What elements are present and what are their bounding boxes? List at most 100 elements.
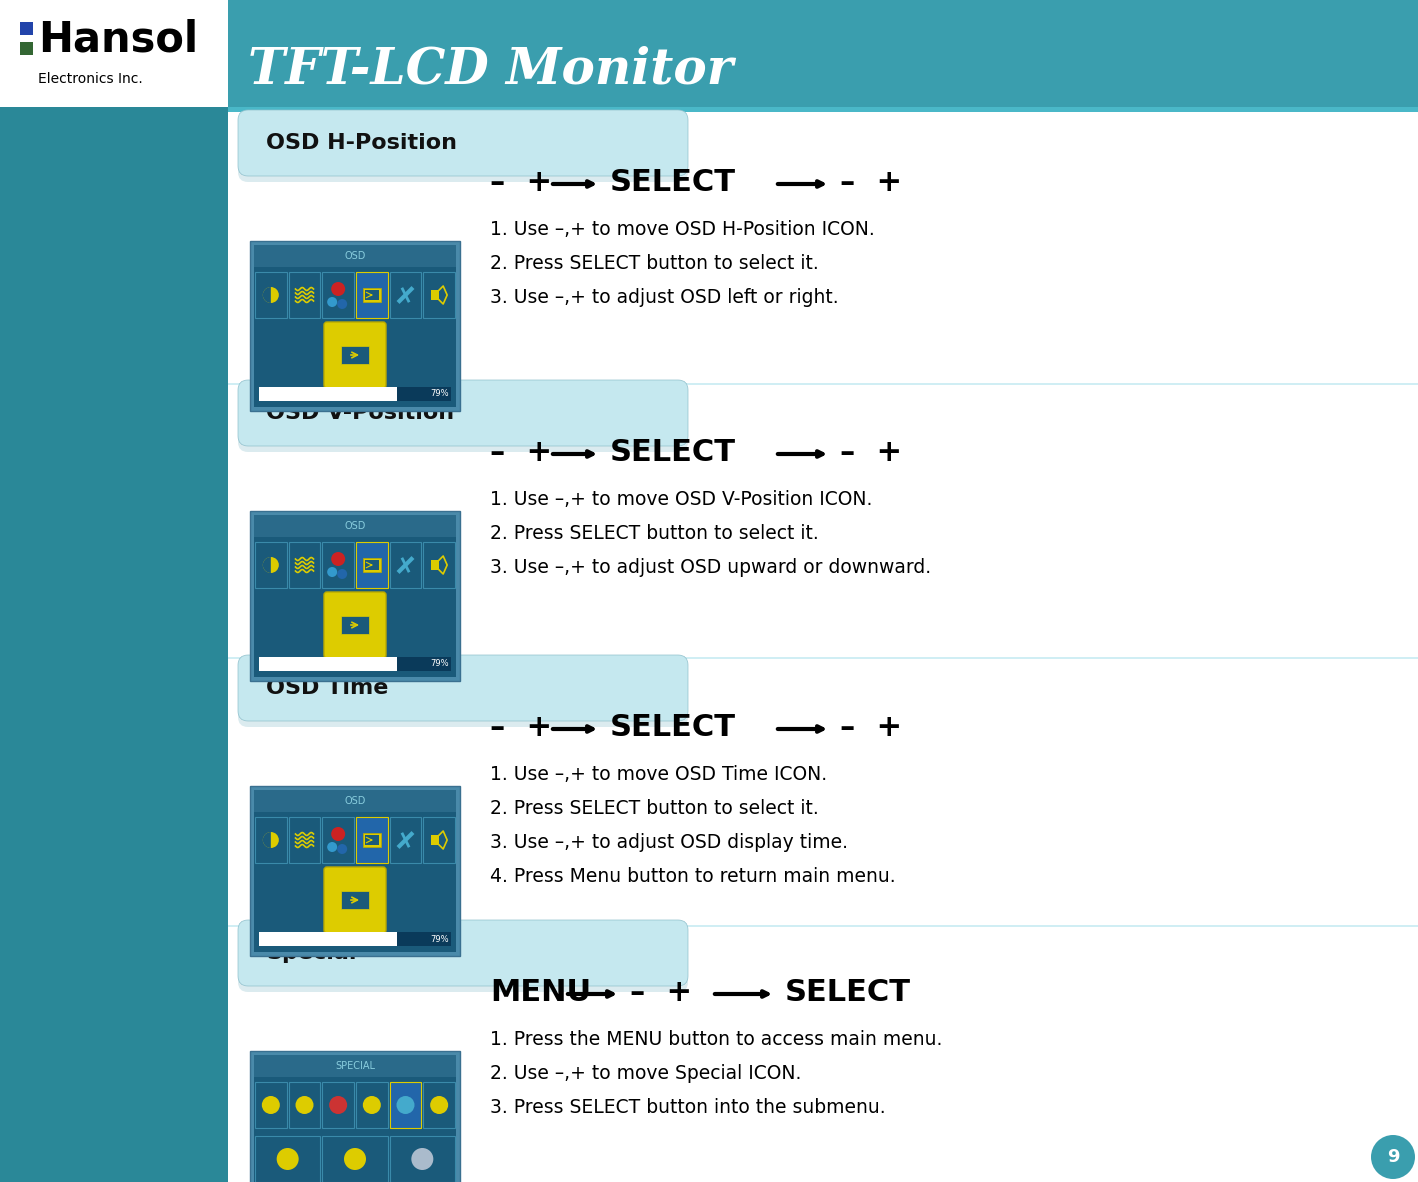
Bar (390, 543, 421, 587)
Bar (322, 817, 354, 863)
Bar (356, 1082, 387, 1128)
Bar (390, 272, 421, 318)
Text: OSD H-Position: OSD H-Position (267, 134, 457, 152)
FancyBboxPatch shape (238, 379, 688, 446)
FancyBboxPatch shape (323, 592, 386, 658)
Text: 2. Press SELECT button to select it.: 2. Press SELECT button to select it. (491, 799, 818, 818)
Text: 2. Press SELECT button to select it.: 2. Press SELECT button to select it. (491, 524, 818, 543)
Polygon shape (262, 557, 271, 573)
Bar (254, 515, 457, 677)
Text: SELECT: SELECT (610, 439, 736, 467)
Bar (356, 543, 387, 587)
Text: OSD: OSD (345, 795, 366, 806)
Bar (364, 290, 379, 300)
Bar (254, 541, 457, 589)
Circle shape (332, 552, 345, 566)
FancyBboxPatch shape (238, 382, 688, 452)
Bar (0, 0, 228, 108)
Text: –  +: – + (839, 713, 902, 742)
Bar (20, 22, 33, 35)
Bar (254, 1056, 457, 1182)
Circle shape (337, 299, 347, 309)
Bar (431, 560, 440, 570)
Bar (250, 1051, 459, 1182)
Circle shape (411, 1148, 434, 1170)
Bar (254, 790, 457, 952)
Bar (254, 245, 457, 267)
Bar (0, 0, 1418, 108)
Bar (254, 271, 457, 319)
Bar (254, 1056, 457, 1077)
Circle shape (337, 844, 347, 855)
Circle shape (328, 567, 337, 577)
Bar (254, 1082, 457, 1129)
Bar (254, 245, 457, 407)
Bar (289, 543, 320, 587)
Bar (289, 272, 320, 318)
Bar (228, 657, 1418, 660)
Bar (259, 931, 451, 946)
Circle shape (295, 1096, 313, 1113)
Bar (259, 931, 397, 946)
Text: 1. Use –,+ to move OSD V-Position ICON.: 1. Use –,+ to move OSD V-Position ICON. (491, 491, 872, 509)
Text: –  +: – + (839, 439, 902, 467)
Bar (322, 543, 354, 587)
Circle shape (262, 557, 279, 573)
Bar (255, 817, 286, 863)
Bar (363, 288, 381, 301)
Bar (424, 543, 455, 587)
Bar (390, 817, 421, 863)
Bar (424, 1082, 455, 1128)
Bar (259, 387, 451, 401)
Bar (259, 657, 397, 671)
Text: SPECIAL: SPECIAL (335, 1061, 374, 1071)
Bar (364, 834, 379, 845)
Text: Special: Special (267, 943, 356, 963)
Bar (322, 1082, 354, 1128)
Circle shape (262, 287, 279, 303)
Text: –  +: – + (491, 439, 552, 467)
Text: –  +: – + (839, 168, 902, 197)
FancyBboxPatch shape (323, 868, 386, 933)
FancyBboxPatch shape (238, 657, 688, 727)
Bar (363, 558, 381, 572)
FancyBboxPatch shape (238, 920, 688, 986)
Bar (340, 346, 369, 364)
Bar (431, 834, 440, 845)
Text: 79%: 79% (431, 935, 450, 943)
Circle shape (277, 1148, 299, 1170)
FancyBboxPatch shape (238, 655, 688, 721)
Text: SELECT: SELECT (610, 713, 736, 742)
Bar (228, 926, 1418, 927)
Text: OSD Time: OSD Time (267, 678, 389, 699)
Bar (356, 817, 387, 863)
Bar (228, 383, 1418, 385)
Bar (228, 108, 1418, 1182)
Text: 2. Use –,+ to move Special ICON.: 2. Use –,+ to move Special ICON. (491, 1064, 801, 1083)
Text: 3. Use –,+ to adjust OSD display time.: 3. Use –,+ to adjust OSD display time. (491, 833, 848, 852)
Bar (356, 272, 387, 318)
Bar (228, 108, 1418, 112)
FancyBboxPatch shape (238, 110, 688, 176)
Text: MENU: MENU (491, 978, 591, 1007)
Circle shape (337, 569, 347, 579)
Text: –  +: – + (491, 713, 552, 742)
Bar (259, 387, 397, 401)
Bar (250, 786, 459, 956)
Text: 1. Use –,+ to move OSD H-Position ICON.: 1. Use –,+ to move OSD H-Position ICON. (491, 220, 875, 239)
Bar (254, 790, 457, 812)
Bar (255, 1082, 286, 1128)
Bar (390, 1136, 455, 1182)
Bar (431, 290, 440, 300)
Bar (289, 1082, 320, 1128)
Circle shape (363, 1096, 381, 1113)
Text: 3. Use –,+ to adjust OSD left or right.: 3. Use –,+ to adjust OSD left or right. (491, 288, 838, 307)
Text: 1. Use –,+ to move OSD Time ICON.: 1. Use –,+ to move OSD Time ICON. (491, 765, 827, 784)
Circle shape (328, 297, 337, 307)
Bar (0, 108, 228, 1182)
Text: 9: 9 (1387, 1148, 1400, 1165)
Bar (250, 241, 459, 411)
Bar (254, 515, 457, 537)
Polygon shape (262, 832, 271, 847)
Bar (390, 1082, 421, 1128)
